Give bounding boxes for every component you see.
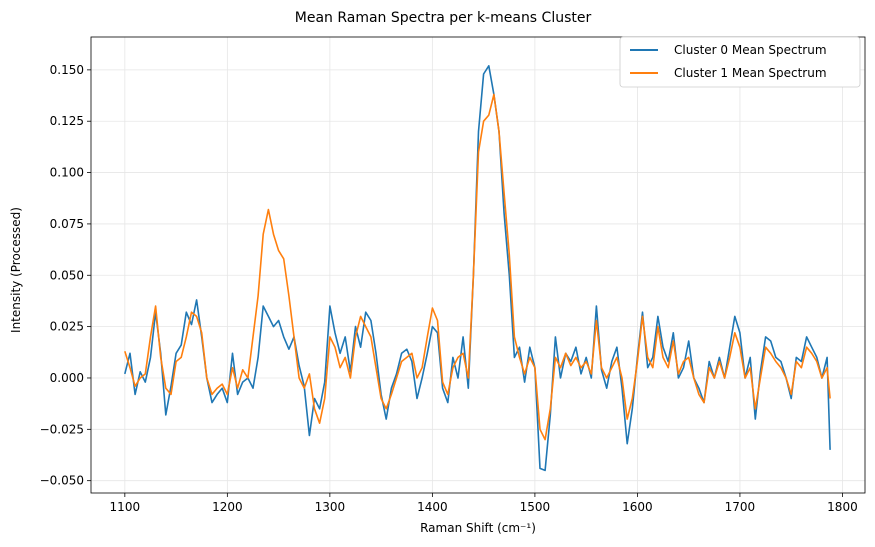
x-tick-label: 1500	[520, 500, 551, 514]
y-tick-label: 0.100	[50, 166, 84, 180]
x-tick-label: 1200	[212, 500, 243, 514]
x-axis: 1100 1200 1300 1400 1500 1600 1700 1800	[110, 493, 858, 514]
y-tick-label: −0.025	[40, 422, 84, 436]
series-layer	[124, 65, 831, 472]
x-tick-label: 1300	[315, 500, 346, 514]
x-tick-label: 1100	[110, 500, 141, 514]
x-tick-label: 1600	[622, 500, 653, 514]
y-tick-label: 0.025	[50, 320, 84, 334]
y-tick-label: −0.050	[40, 474, 84, 488]
grid	[91, 37, 865, 493]
y-tick-label: 0.050	[50, 268, 84, 282]
chart-title: Mean Raman Spectra per k-means Cluster	[295, 10, 592, 26]
y-tick-label: 0.075	[50, 217, 84, 231]
y-axis: −0.050 −0.025 0.000 0.025 0.050 0.075 0.100 0.1…	[40, 63, 91, 488]
legend: Cluster 0 Mean Spectrum Cluster 1 Mean S…	[619, 36, 861, 88]
series-line-cluster-0	[124, 65, 831, 472]
y-axis-label: Intensity (Processed)	[9, 207, 23, 333]
series-line-cluster-1	[124, 93, 831, 441]
x-axis-label: Raman Shift (cm⁻¹)	[420, 521, 536, 535]
legend-label-cluster-0: Cluster 0 Mean Spectrum	[674, 43, 827, 57]
y-tick-label: 0.125	[50, 114, 84, 128]
legend-box	[619, 36, 861, 88]
x-tick-label: 1800	[827, 500, 858, 514]
y-tick-label: 0.000	[50, 371, 84, 385]
y-tick-label: 0.150	[50, 63, 84, 77]
legend-label-cluster-1: Cluster 1 Mean Spectrum	[674, 66, 827, 80]
x-tick-label: 1400	[417, 500, 448, 514]
x-tick-label: 1700	[725, 500, 756, 514]
plot-frame	[90, 36, 866, 494]
